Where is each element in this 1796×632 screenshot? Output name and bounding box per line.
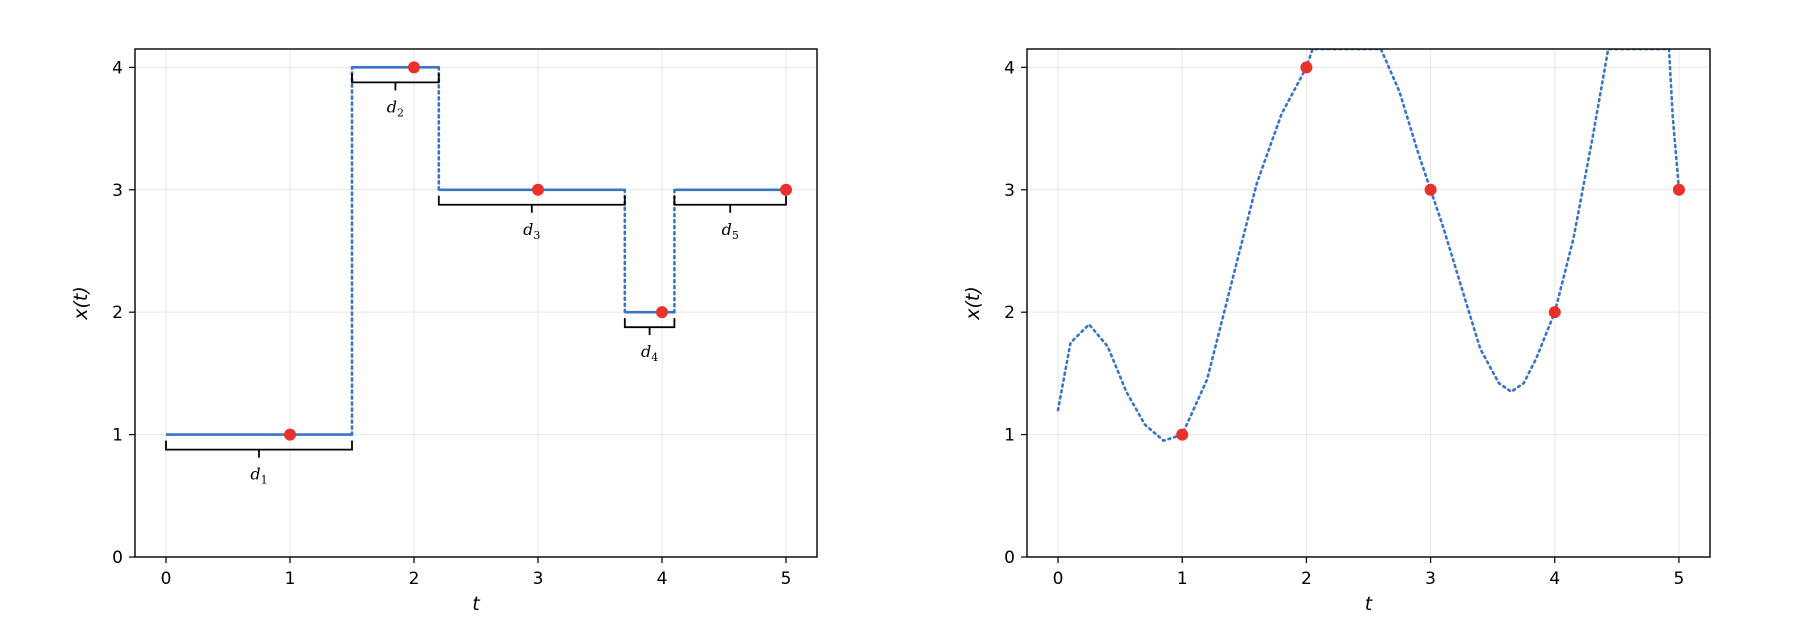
segment-label: d3 (523, 220, 540, 242)
x-tick-label: 1 (285, 569, 296, 589)
data-point (284, 428, 296, 441)
segment-label-subscript: 2 (397, 106, 404, 119)
interpolating-curve (1056, 49, 1681, 442)
segment-brace (623, 318, 676, 336)
x-tick-label: 0 (1053, 569, 1064, 589)
data-point (656, 306, 668, 319)
x-tick-label: 2 (409, 569, 420, 589)
segment-label: d4 (641, 342, 658, 364)
y-tick-label: 2 (112, 303, 123, 323)
data-point (1176, 428, 1189, 441)
y-tick-label: 1 (112, 426, 123, 446)
axes-frame (1026, 48, 1711, 558)
x-tick-label: 5 (1674, 569, 1685, 589)
y-tick-label: 1 (1004, 426, 1015, 446)
data-point (408, 61, 420, 74)
plot-area (166, 66, 786, 436)
segment-label-subscript: 3 (533, 229, 540, 242)
data-point (532, 183, 544, 196)
segment-label: d5 (722, 220, 739, 242)
axes-frame (134, 48, 818, 558)
segment-brace (351, 73, 440, 91)
y-tick-label: 0 (1004, 548, 1015, 568)
x-tick-label: 2 (1301, 569, 1312, 589)
segment-label-subscript: 4 (651, 351, 658, 364)
x-axis-label: t (472, 593, 481, 615)
x-tick-label: 4 (1549, 569, 1560, 589)
data-point (1672, 183, 1685, 196)
segment-brace (437, 195, 626, 213)
segment-label-symbol: d (641, 342, 651, 361)
y-axis-label: x(t) (962, 286, 984, 321)
segment-label-symbol: d (387, 97, 397, 116)
x-tick-label: 4 (657, 569, 668, 589)
data-point (1424, 183, 1437, 196)
x-tick-label: 5 (781, 569, 792, 589)
y-tick-label: 2 (1004, 303, 1015, 323)
y-tick-label: 3 (112, 181, 123, 201)
y-tick-label: 0 (112, 548, 123, 568)
y-tick-label: 4 (112, 58, 123, 78)
y-tick-label: 4 (1004, 58, 1015, 78)
segment-label-subscript: 1 (261, 474, 268, 487)
x-tick-label: 1 (1177, 569, 1188, 589)
y-tick-label: 3 (1004, 181, 1015, 201)
data-point (1300, 61, 1313, 74)
segment-label-subscript: 5 (732, 229, 739, 242)
segment-label-symbol: d (722, 220, 732, 239)
segment-brace (673, 195, 787, 213)
segment-label: d2 (387, 97, 404, 119)
interpolating-polynomial-chart: 0 1 2 3 4 5 0 1 2 3 4 t x(t) (962, 48, 1711, 615)
plot-area (1056, 49, 1681, 442)
x-tick-label: 3 (1425, 569, 1436, 589)
x-tick-label: 0 (161, 569, 172, 589)
segment-label-symbol: d (250, 465, 260, 484)
x-tick-label: 3 (533, 569, 544, 589)
segment-brace (165, 440, 353, 458)
x-axis-label: t (1365, 593, 1374, 615)
data-point (1548, 306, 1561, 319)
y-axis-label: x(t) (70, 286, 92, 321)
data-point (780, 183, 792, 196)
segment-label: d1 (250, 465, 267, 487)
segment-label-symbol: d (523, 220, 533, 239)
